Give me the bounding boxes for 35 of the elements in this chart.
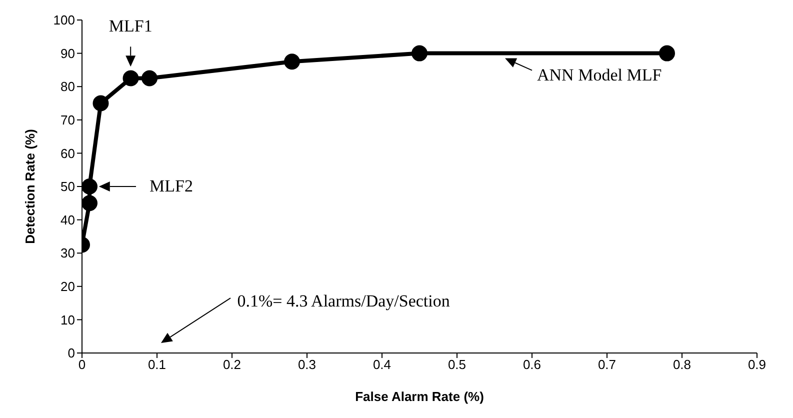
point — [122, 70, 139, 86]
y-tick-label: 90 — [60, 46, 75, 61]
y-tick-label: 30 — [60, 246, 75, 261]
y-tick-label: 70 — [60, 112, 75, 128]
x-tick-label: 0.4 — [372, 357, 392, 372]
annotation: 0.1%= 4.3 Alarms/Day/Section — [237, 291, 450, 310]
x-tick-label: 0.2 — [222, 357, 242, 372]
point — [82, 178, 98, 194]
annotation: MLF2 — [150, 176, 193, 196]
x-tick-label: 0.6 — [522, 357, 542, 372]
x-tick-label: 0.9 — [748, 357, 766, 372]
x-tick-label: 0.5 — [448, 357, 466, 372]
point — [142, 70, 158, 86]
y-tick-label: 50 — [60, 179, 75, 194]
point — [284, 54, 300, 70]
y-tick-label: 10 — [60, 312, 75, 328]
point — [82, 195, 98, 212]
y-tick-label: 80 — [60, 79, 75, 94]
x-tick-label: 0.3 — [298, 357, 316, 372]
x-tick-label: 0.8 — [672, 357, 692, 372]
point — [412, 45, 428, 62]
y-tick-label: 60 — [60, 146, 75, 161]
annotation: ANN Model MLF — [537, 65, 662, 84]
point — [92, 95, 109, 112]
x-tick-label: 0.1 — [148, 357, 166, 372]
x-tick-label: 0 — [78, 357, 86, 372]
y-tick-label: 100 — [53, 12, 75, 28]
annotation: MLF1 — [108, 16, 152, 36]
point — [659, 45, 675, 62]
y-tick-label: 0 — [68, 346, 75, 361]
y-tick-label: 20 — [60, 279, 75, 294]
y-tick-label: 40 — [60, 212, 75, 228]
y-axis-title: Detection Rate (%) — [22, 129, 38, 244]
x-tick-label: 0.7 — [598, 357, 616, 372]
x-axis-title: False Alarm Rate (%) — [355, 389, 484, 404]
